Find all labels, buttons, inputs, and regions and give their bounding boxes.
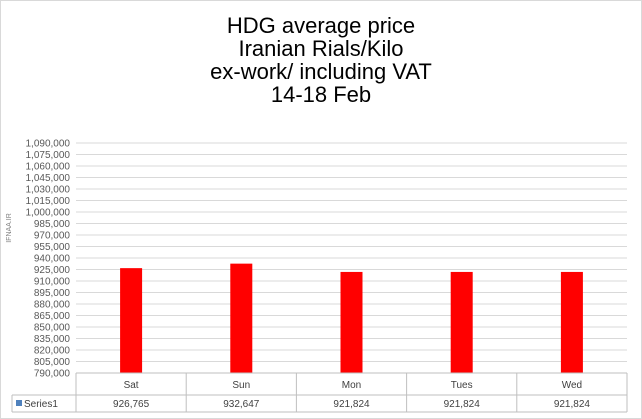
y-tick-label: 1,000,000 bbox=[26, 208, 71, 219]
y-tick-label: 1,015,000 bbox=[26, 196, 71, 207]
series-name: Series1 bbox=[24, 399, 58, 410]
data-table-value: 921,824 bbox=[333, 399, 370, 410]
title-line-2: Iranian Rials/Kilo bbox=[238, 36, 404, 61]
data-table-value: 921,824 bbox=[554, 399, 591, 410]
chart-title: HDG average price Iranian Rials/Kilo ex-… bbox=[0, 14, 642, 106]
y-tick-label: 895,000 bbox=[34, 288, 71, 299]
bar-sat bbox=[120, 268, 143, 373]
y-tick-label: 880,000 bbox=[34, 300, 71, 311]
y-tick-label: 850,000 bbox=[34, 323, 71, 334]
y-tick-label: 940,000 bbox=[34, 254, 71, 265]
watermark: IFNAA.IR bbox=[6, 213, 13, 243]
bar-tues bbox=[450, 271, 473, 373]
y-tick-label: 925,000 bbox=[34, 265, 71, 276]
y-tick-label: 1,060,000 bbox=[26, 162, 71, 173]
bar-sun bbox=[230, 263, 253, 373]
data-table-value: 932,647 bbox=[223, 399, 260, 410]
y-tick-label: 1,075,000 bbox=[26, 150, 71, 161]
category-label: Tues bbox=[451, 380, 473, 391]
y-tick-label: 970,000 bbox=[34, 231, 71, 242]
legend-key bbox=[16, 400, 22, 406]
category-label: Mon bbox=[342, 380, 361, 391]
y-tick-label: 1,090,000 bbox=[26, 139, 71, 150]
bar-mon bbox=[340, 271, 363, 373]
title-line-1: HDG average price bbox=[226, 13, 416, 38]
category-label: Sat bbox=[124, 380, 139, 391]
y-tick-label: 955,000 bbox=[34, 242, 71, 253]
y-tick-label: 865,000 bbox=[34, 311, 71, 322]
y-tick-label: 910,000 bbox=[34, 277, 71, 288]
category-label: Wed bbox=[562, 380, 582, 391]
title-line-3: ex-work/ including VAT bbox=[210, 59, 432, 84]
bar-wed bbox=[560, 271, 583, 373]
category-label: Sun bbox=[232, 380, 250, 391]
data-table-value: 926,765 bbox=[113, 399, 150, 410]
y-tick-label: 835,000 bbox=[34, 334, 71, 345]
y-tick-label: 790,000 bbox=[34, 369, 71, 380]
y-tick-label: 820,000 bbox=[34, 346, 71, 357]
data-table-value: 921,824 bbox=[444, 399, 481, 410]
y-tick-label: 985,000 bbox=[34, 219, 71, 230]
y-tick-label: 805,000 bbox=[34, 357, 71, 368]
y-tick-label: 1,045,000 bbox=[26, 173, 71, 184]
y-tick-label: 1,030,000 bbox=[26, 185, 71, 196]
title-line-4: 14-18 Feb bbox=[270, 82, 372, 107]
